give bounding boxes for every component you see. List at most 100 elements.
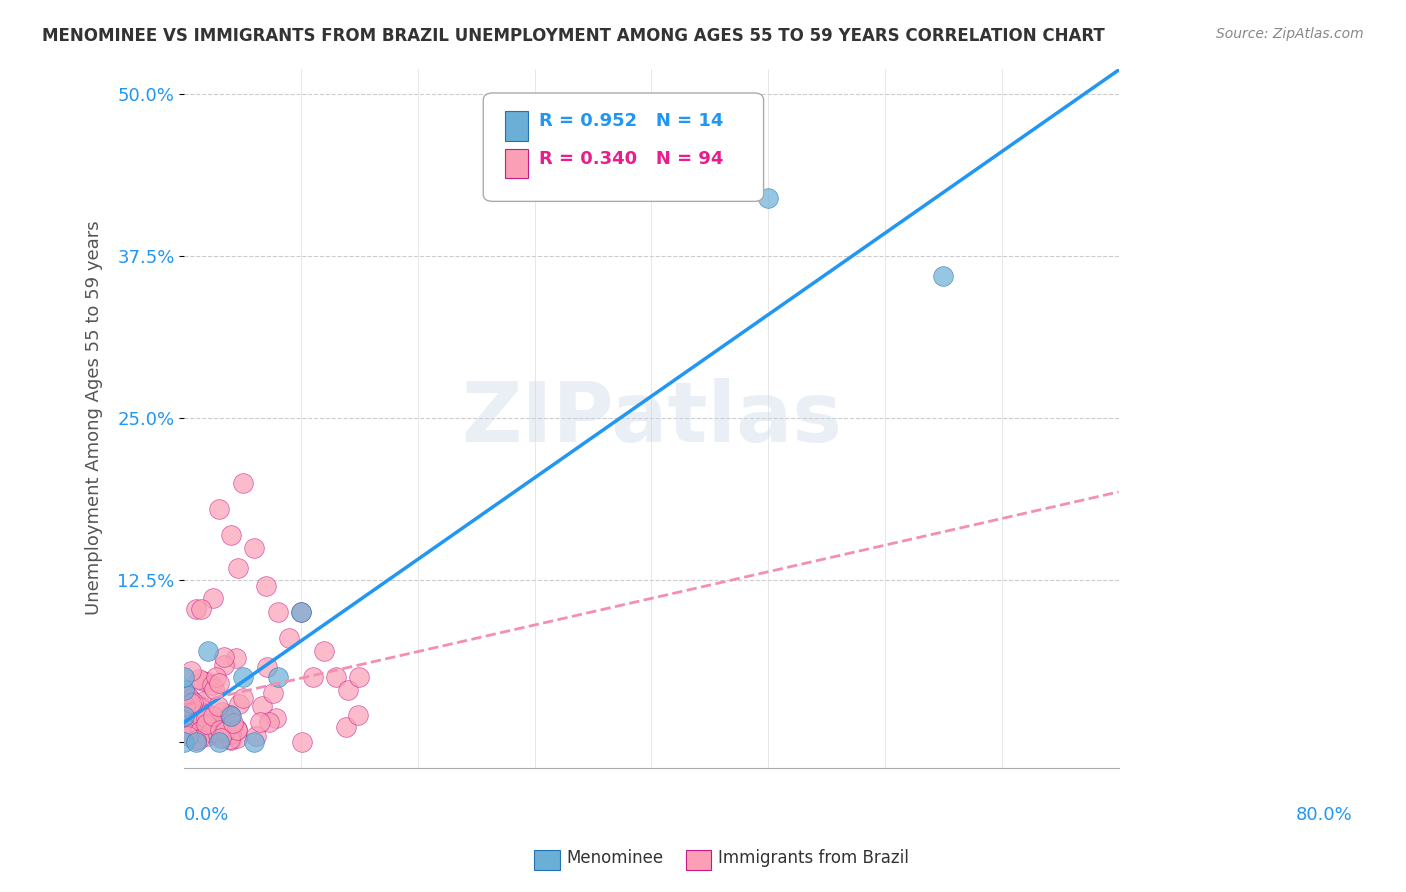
Point [208, 735, 231, 749]
Point [195, 706, 218, 721]
Point [207, 699, 229, 714]
Text: Immigrants from Brazil: Immigrants from Brazil [718, 849, 910, 867]
Point [181, 718, 204, 732]
Point [188, 708, 211, 723]
Point [194, 706, 217, 720]
Point [250, 699, 273, 714]
Point [197, 721, 219, 735]
Point [204, 721, 226, 735]
Point [290, 605, 312, 619]
Point [226, 561, 249, 575]
Text: Source: ZipAtlas.com: Source: ZipAtlas.com [1216, 27, 1364, 41]
Point [225, 651, 247, 665]
Point [195, 722, 218, 736]
Text: 0.0%: 0.0% [184, 806, 229, 824]
Point [208, 675, 231, 690]
Point [214, 649, 236, 664]
Point [254, 579, 277, 593]
Point [181, 730, 204, 744]
Point [195, 711, 218, 725]
Point [756, 191, 779, 205]
Y-axis label: Unemployment Among Ages 55 to 59 years: Unemployment Among Ages 55 to 59 years [86, 221, 103, 615]
Point [181, 695, 204, 709]
FancyBboxPatch shape [505, 112, 529, 141]
Point [301, 670, 323, 684]
Point [232, 475, 254, 490]
Point [188, 723, 211, 738]
Point [214, 719, 236, 733]
Point [228, 697, 250, 711]
Point [249, 714, 271, 729]
Point [179, 692, 201, 706]
Point [205, 670, 228, 684]
Point [212, 731, 235, 745]
Point [212, 718, 235, 732]
Point [232, 690, 254, 705]
Text: R = 0.340   N = 94: R = 0.340 N = 94 [540, 151, 724, 169]
Point [932, 268, 955, 283]
Point [195, 716, 218, 731]
Point [202, 709, 225, 723]
Point [267, 670, 290, 684]
Point [177, 690, 200, 704]
Point [245, 729, 267, 743]
Point [201, 678, 224, 692]
Point [180, 696, 202, 710]
Point [264, 711, 287, 725]
Point [346, 707, 368, 722]
Point [187, 697, 209, 711]
Point [194, 718, 217, 732]
Point [225, 723, 247, 737]
Point [232, 670, 254, 684]
Point [195, 729, 218, 743]
FancyBboxPatch shape [505, 149, 529, 178]
Point [180, 664, 202, 678]
Point [209, 731, 232, 745]
Point [219, 727, 242, 741]
Point [205, 719, 228, 733]
Point [200, 723, 222, 737]
Point [184, 708, 207, 723]
Point [225, 723, 247, 737]
Point [173, 735, 195, 749]
Point [349, 670, 371, 684]
Point [208, 501, 231, 516]
Point [214, 723, 236, 738]
Point [325, 670, 347, 684]
Point [243, 735, 266, 749]
Point [176, 688, 198, 702]
Point [214, 712, 236, 726]
Point [219, 707, 242, 722]
Point [336, 683, 359, 698]
Point [173, 683, 195, 698]
Point [335, 721, 357, 735]
Text: ZIPatlas: ZIPatlas [461, 377, 842, 458]
Point [256, 659, 278, 673]
Point [177, 729, 200, 743]
Point [209, 723, 232, 738]
FancyBboxPatch shape [484, 93, 763, 202]
Point [190, 602, 212, 616]
Point [190, 695, 212, 709]
Point [188, 732, 211, 747]
Point [218, 731, 240, 746]
Point [314, 644, 336, 658]
Point [221, 733, 243, 747]
Point [177, 723, 200, 737]
Point [290, 605, 312, 619]
Point [173, 670, 195, 684]
Text: MENOMINEE VS IMMIGRANTS FROM BRAZIL UNEMPLOYMENT AMONG AGES 55 TO 59 YEARS CORRE: MENOMINEE VS IMMIGRANTS FROM BRAZIL UNEM… [42, 27, 1105, 45]
Point [291, 735, 314, 749]
Point [222, 723, 245, 737]
Point [219, 527, 242, 541]
Point [184, 601, 207, 615]
Point [200, 725, 222, 739]
Point [184, 708, 207, 723]
Point [262, 686, 284, 700]
Point [278, 631, 301, 645]
Point [259, 715, 281, 730]
Point [211, 705, 233, 719]
Point [222, 716, 245, 731]
Text: Menominee: Menominee [567, 849, 664, 867]
Point [267, 605, 290, 619]
